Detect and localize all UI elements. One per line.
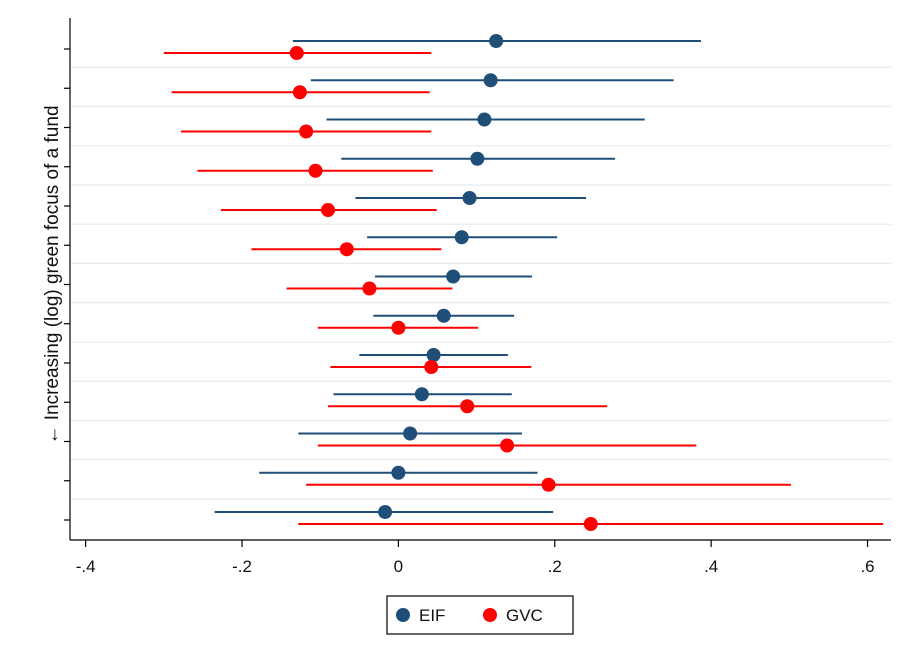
y-axis-label: ← Increasing (log) green focus of a fund [42,105,63,444]
point-eif [489,34,504,48]
point-eif [391,465,406,480]
point-eif [477,112,492,127]
point-eif [470,151,485,166]
legend-marker-eif [396,608,410,622]
point-eif [454,230,469,245]
point-gvc [541,477,556,492]
point-gvc [289,46,304,60]
x-tick-label: .2 [548,557,562,576]
x-tick-label: -.4 [76,557,96,576]
point-gvc [308,163,323,178]
point-gvc [460,399,475,414]
point-gvc [583,517,598,531]
x-tick-label: .4 [704,557,718,576]
point-eif [414,387,429,402]
point-eif [462,191,477,205]
legend-label-eif: EIF [419,606,445,625]
point-eif [378,505,393,519]
point-eif [446,269,461,284]
point-gvc [339,242,354,257]
legend: EIF GVC [386,595,574,635]
point-eif [426,348,441,362]
point-gvc [321,203,336,217]
gridlines [70,66,891,500]
x-tick-label: .6 [860,557,874,576]
point-gvc [362,281,377,296]
point-eif [483,73,498,88]
legend-marker-gvc [483,608,497,622]
point-gvc [299,124,314,139]
point-estimates [289,34,598,531]
point-gvc [424,360,439,374]
x-axis-ticks: -.4 -.2 0 .2 .4 .6 [76,540,875,576]
point-gvc [292,85,307,100]
x-tick-label: -.2 [232,557,252,576]
legend-box [386,595,574,635]
point-eif [403,426,418,441]
point-eif [436,308,451,323]
axes [64,18,891,541]
legend-label-gvc: GVC [506,606,543,625]
point-gvc [500,438,515,453]
x-tick-label: 0 [394,557,403,576]
point-gvc [391,320,406,335]
